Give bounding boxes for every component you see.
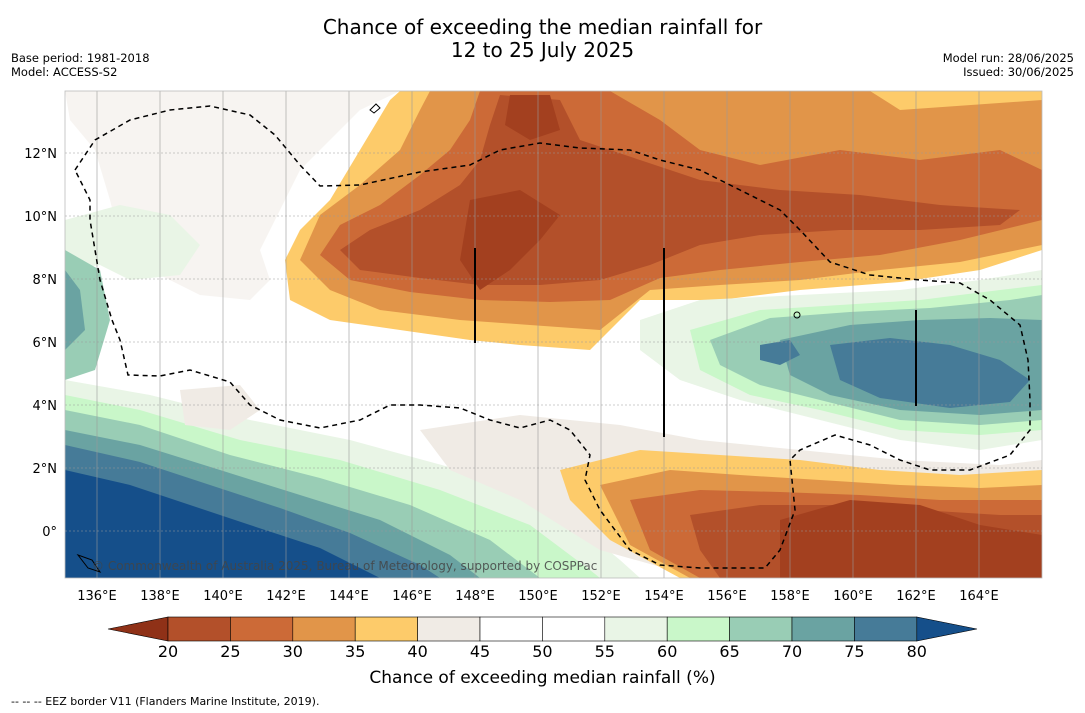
colorbar-tick-label: 25 [220,642,241,661]
island-dot [793,311,801,319]
island-outline-sw [76,553,102,573]
colorbar-tick-label: 60 [657,642,678,661]
lon-label: 152°E [581,589,621,604]
lat-label: 4°N [33,399,58,414]
lon-label: 136°E [77,589,117,604]
colorbar-tick-label: 55 [594,642,615,661]
contour-band-45-centre [180,385,260,430]
lon-label: 162°E [896,589,936,604]
map-title-line2: 12 to 25 July 2025 [450,38,635,62]
lon-label: 164°E [959,589,999,604]
colorbar-title: Chance of exceeding median rainfall (%) [369,668,716,688]
colorbar-segment [729,616,793,642]
island-outline [369,103,381,114]
colorbar [107,616,978,642]
lon-label: 142°E [266,589,306,604]
contour-band-80-east [830,338,1030,408]
contour-band-20 [460,190,560,290]
lat-label: 8°N [33,273,58,288]
contour-band-over80-sw [65,470,380,578]
colorbar-tick-label: 35 [345,642,366,661]
metadata-left: Base period: 1981-2018 Model: ACCESS-S2 [11,51,150,79]
lon-label: 150°E [518,589,558,604]
lat-label: 0° [42,525,57,540]
lat-label: 10°N [24,210,57,225]
colorbar-segment [354,616,418,642]
contour-band-20-south [780,500,1042,578]
colorbar-tick-label: 40 [407,642,428,661]
colorbar-segment [230,616,294,642]
colorbar-under-arrow [107,616,169,642]
colorbar-tick-label: 65 [719,642,740,661]
lon-label: 160°E [833,589,873,604]
contour-band-20b [505,95,560,140]
lon-label: 154°E [644,589,684,604]
colorbar-tick-label: 30 [282,642,303,661]
map-title-line1: Chance of exceeding the median rainfall … [322,15,763,39]
colorbar-segment [791,616,855,642]
lon-label: 140°E [203,589,243,604]
lon-label: 156°E [707,589,747,604]
lon-label: 148°E [455,589,495,604]
base-period-text: Base period: 1981-2018 [11,51,150,65]
colorbar-tick-label: 50 [532,642,553,661]
lat-label: 2°N [33,462,58,477]
colorbar-tick-label: 45 [469,642,491,661]
colorbar-segment [292,616,356,642]
lon-label: 138°E [140,589,180,604]
colorbar-over-arrow [916,616,978,642]
colorbar-segment [417,616,481,642]
lon-label: 144°E [329,589,369,604]
lon-label: 158°E [770,589,810,604]
colorbar-segment [479,616,543,642]
colorbar-segment [604,616,668,642]
issued-text: Issued: 30/06/2025 [963,65,1074,79]
contour-band-80-west [65,270,85,350]
metadata-right: Model run: 28/06/2025 Issued: 30/06/2025 [943,51,1074,79]
eez-legend: -- -- -- EEZ border V11 (Flanders Marine… [11,695,320,708]
longitude-labels: 136°E 138°E 140°E 142°E 144°E 146°E 148°E 150°E… [77,589,999,604]
map-plot-area [65,91,1042,578]
lat-label: 6°N [33,336,58,351]
contour-band-60-west [65,205,200,280]
copyright-text: © Commonwealth of Australia 2025, Bureau… [92,559,597,573]
map-frame [64,90,1043,579]
contour-band-75-west [65,250,110,380]
colorbar-segment [167,616,231,642]
model-run-text: Model run: 28/06/2025 [942,51,1074,65]
latitude-labels: 12°N 10°N 8°N 6°N 4°N 2°N 0° [24,147,57,540]
model-text: Model: ACCESS-S2 [11,65,118,79]
colorbar-segment [666,616,730,642]
colorbar-segment [854,616,918,642]
colorbar-tick-label: 20 [157,642,179,661]
lon-label: 146°E [392,589,432,604]
colorbar-segment [542,616,606,642]
eez-border [74,105,1031,569]
colorbar-tick-label: 75 [844,642,865,661]
colorbar-tick-label: 80 [906,642,927,661]
colorbar-tick-label: 70 [781,642,803,661]
lat-label: 12°N [24,147,57,162]
